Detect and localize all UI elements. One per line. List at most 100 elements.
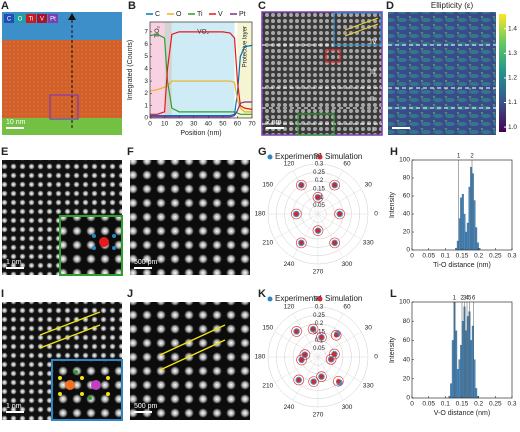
y-tick-label: 7 [144, 29, 148, 36]
scale-label: 500 pm [134, 259, 158, 266]
legend-swatch [4, 14, 14, 23]
marker-label: 2 [460, 296, 464, 302]
x-tick-label: 0.25 [489, 401, 502, 408]
x-tick-label: 0.1 [441, 253, 450, 260]
angular-grid [317, 213, 362, 240]
colorbar-label: 1.3 [508, 50, 517, 57]
y-tick-label: 5 [144, 53, 148, 60]
polar-point [294, 211, 299, 217]
hist-bar [466, 222, 469, 251]
radial-tick-label: 0.2 [315, 178, 324, 184]
angular-grid [292, 356, 319, 401]
legend-label: Experimental [275, 152, 322, 161]
legend-label: V [40, 17, 44, 23]
guide [159, 324, 226, 356]
angle-label: 330 [363, 383, 374, 390]
hist-bar [473, 200, 476, 251]
series-line [149, 33, 252, 115]
x-tick-label: 0.2 [474, 401, 483, 408]
scale-label: 10 nm [6, 119, 26, 126]
radial-tick-label: 0.25 [313, 170, 325, 176]
y-tick-label: 2 [144, 90, 148, 97]
sim-ring [296, 354, 307, 366]
legend-label: Simulation [325, 294, 362, 303]
angle-label: 0 [374, 211, 378, 218]
legend-label: Ti [197, 11, 203, 18]
haadf-image [261, 11, 383, 136]
atom-o [112, 234, 116, 238]
legend-label: Pt [239, 11, 246, 18]
polar-point [319, 374, 324, 379]
hist-bar [465, 231, 468, 251]
y-tick-label: 6 [144, 41, 148, 48]
region-label: II [370, 96, 374, 103]
marker-label: 5 [468, 296, 472, 302]
angle-label: 0 [374, 354, 378, 361]
legend-swatch [267, 154, 273, 160]
y-tick-label: 40 [403, 211, 411, 218]
panel-label: J [127, 288, 133, 300]
polar-point [299, 357, 304, 363]
angular-grid [317, 313, 344, 358]
atom-v [65, 380, 75, 390]
angle-label: 330 [363, 240, 374, 247]
y-tick-label: 1 [144, 102, 148, 109]
angular-grid [317, 170, 344, 215]
radial-tick-label: 0.2 [315, 321, 324, 327]
x-tick-label: 0.1 [441, 401, 450, 408]
marker-label: 3 [463, 296, 467, 302]
radial-tick-label: 0.05 [313, 346, 325, 352]
x-tick-label: 50 [219, 121, 227, 128]
marker-label: 4 [465, 296, 469, 302]
region [164, 22, 172, 118]
atom-v [91, 380, 101, 390]
angular-grid [292, 170, 319, 215]
atom-ti [99, 237, 109, 247]
y-tick-label: 100 [399, 299, 410, 306]
sim-ring [312, 225, 324, 236]
sim-ring [316, 332, 327, 343]
polar-point [336, 379, 341, 384]
legend-label: Experimental [275, 294, 322, 303]
y-tick-label: 4 [144, 65, 148, 72]
angular-grid [274, 188, 319, 215]
colorbar-label: 1.2 [508, 75, 517, 82]
atom-o-group [74, 370, 92, 400]
radial-tick-label: 0.1 [315, 338, 324, 344]
panel-label: E [1, 146, 8, 158]
region-label: III [370, 69, 376, 76]
radial-tick-label: 0.3 [315, 305, 324, 311]
x-axis-label: V-O distance (nm) [434, 410, 490, 417]
colorbar-label: 1.0 [508, 124, 517, 131]
legend-label: Ti [29, 17, 34, 23]
interfaces [388, 44, 496, 109]
polar-point [337, 211, 342, 217]
angle-label: 270 [313, 412, 324, 419]
hist-bar [463, 213, 466, 251]
y-tick-label: 20 [403, 229, 411, 236]
x-axis-label: Ti-O distance (nm) [433, 262, 491, 269]
y-axis-label: Intensity [389, 336, 396, 363]
scale-label: 500 pm [134, 403, 158, 410]
y-tick-label: 3 [144, 78, 148, 85]
polar-point [315, 228, 321, 233]
layer-bottom [2, 118, 122, 135]
sim-ring [293, 374, 305, 386]
marker-label: 6 [472, 296, 476, 302]
x-tick-label: 0.2 [474, 253, 483, 260]
angle-label: 120 [284, 303, 295, 310]
hist-bar [451, 340, 454, 399]
roi-red [325, 49, 341, 63]
roi [49, 94, 79, 120]
x-tick-label: 40 [205, 121, 213, 128]
x-tick-label: 0.25 [489, 253, 502, 260]
hist-bar [468, 186, 471, 251]
panel-label: F [127, 146, 134, 158]
angle-label: 150 [262, 325, 273, 332]
polar-point [332, 240, 337, 246]
hist-bar [470, 340, 473, 399]
atom-o [92, 234, 96, 238]
angular-grid [317, 331, 362, 358]
angular-grid [317, 356, 344, 401]
